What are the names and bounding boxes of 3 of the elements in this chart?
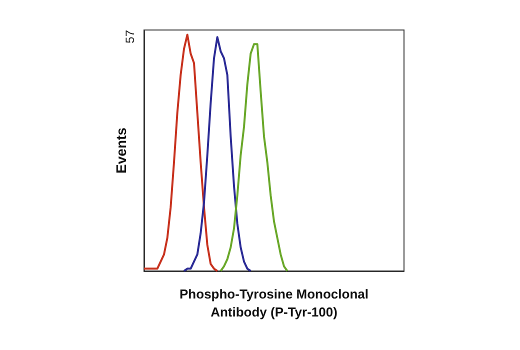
y-axis-title: Events — [113, 127, 129, 174]
text: 57 — [123, 30, 137, 44]
x-axis-title: Phospho-Tyrosine Monoclonal Antibody (P-Tyr-100) — [180, 286, 368, 320]
